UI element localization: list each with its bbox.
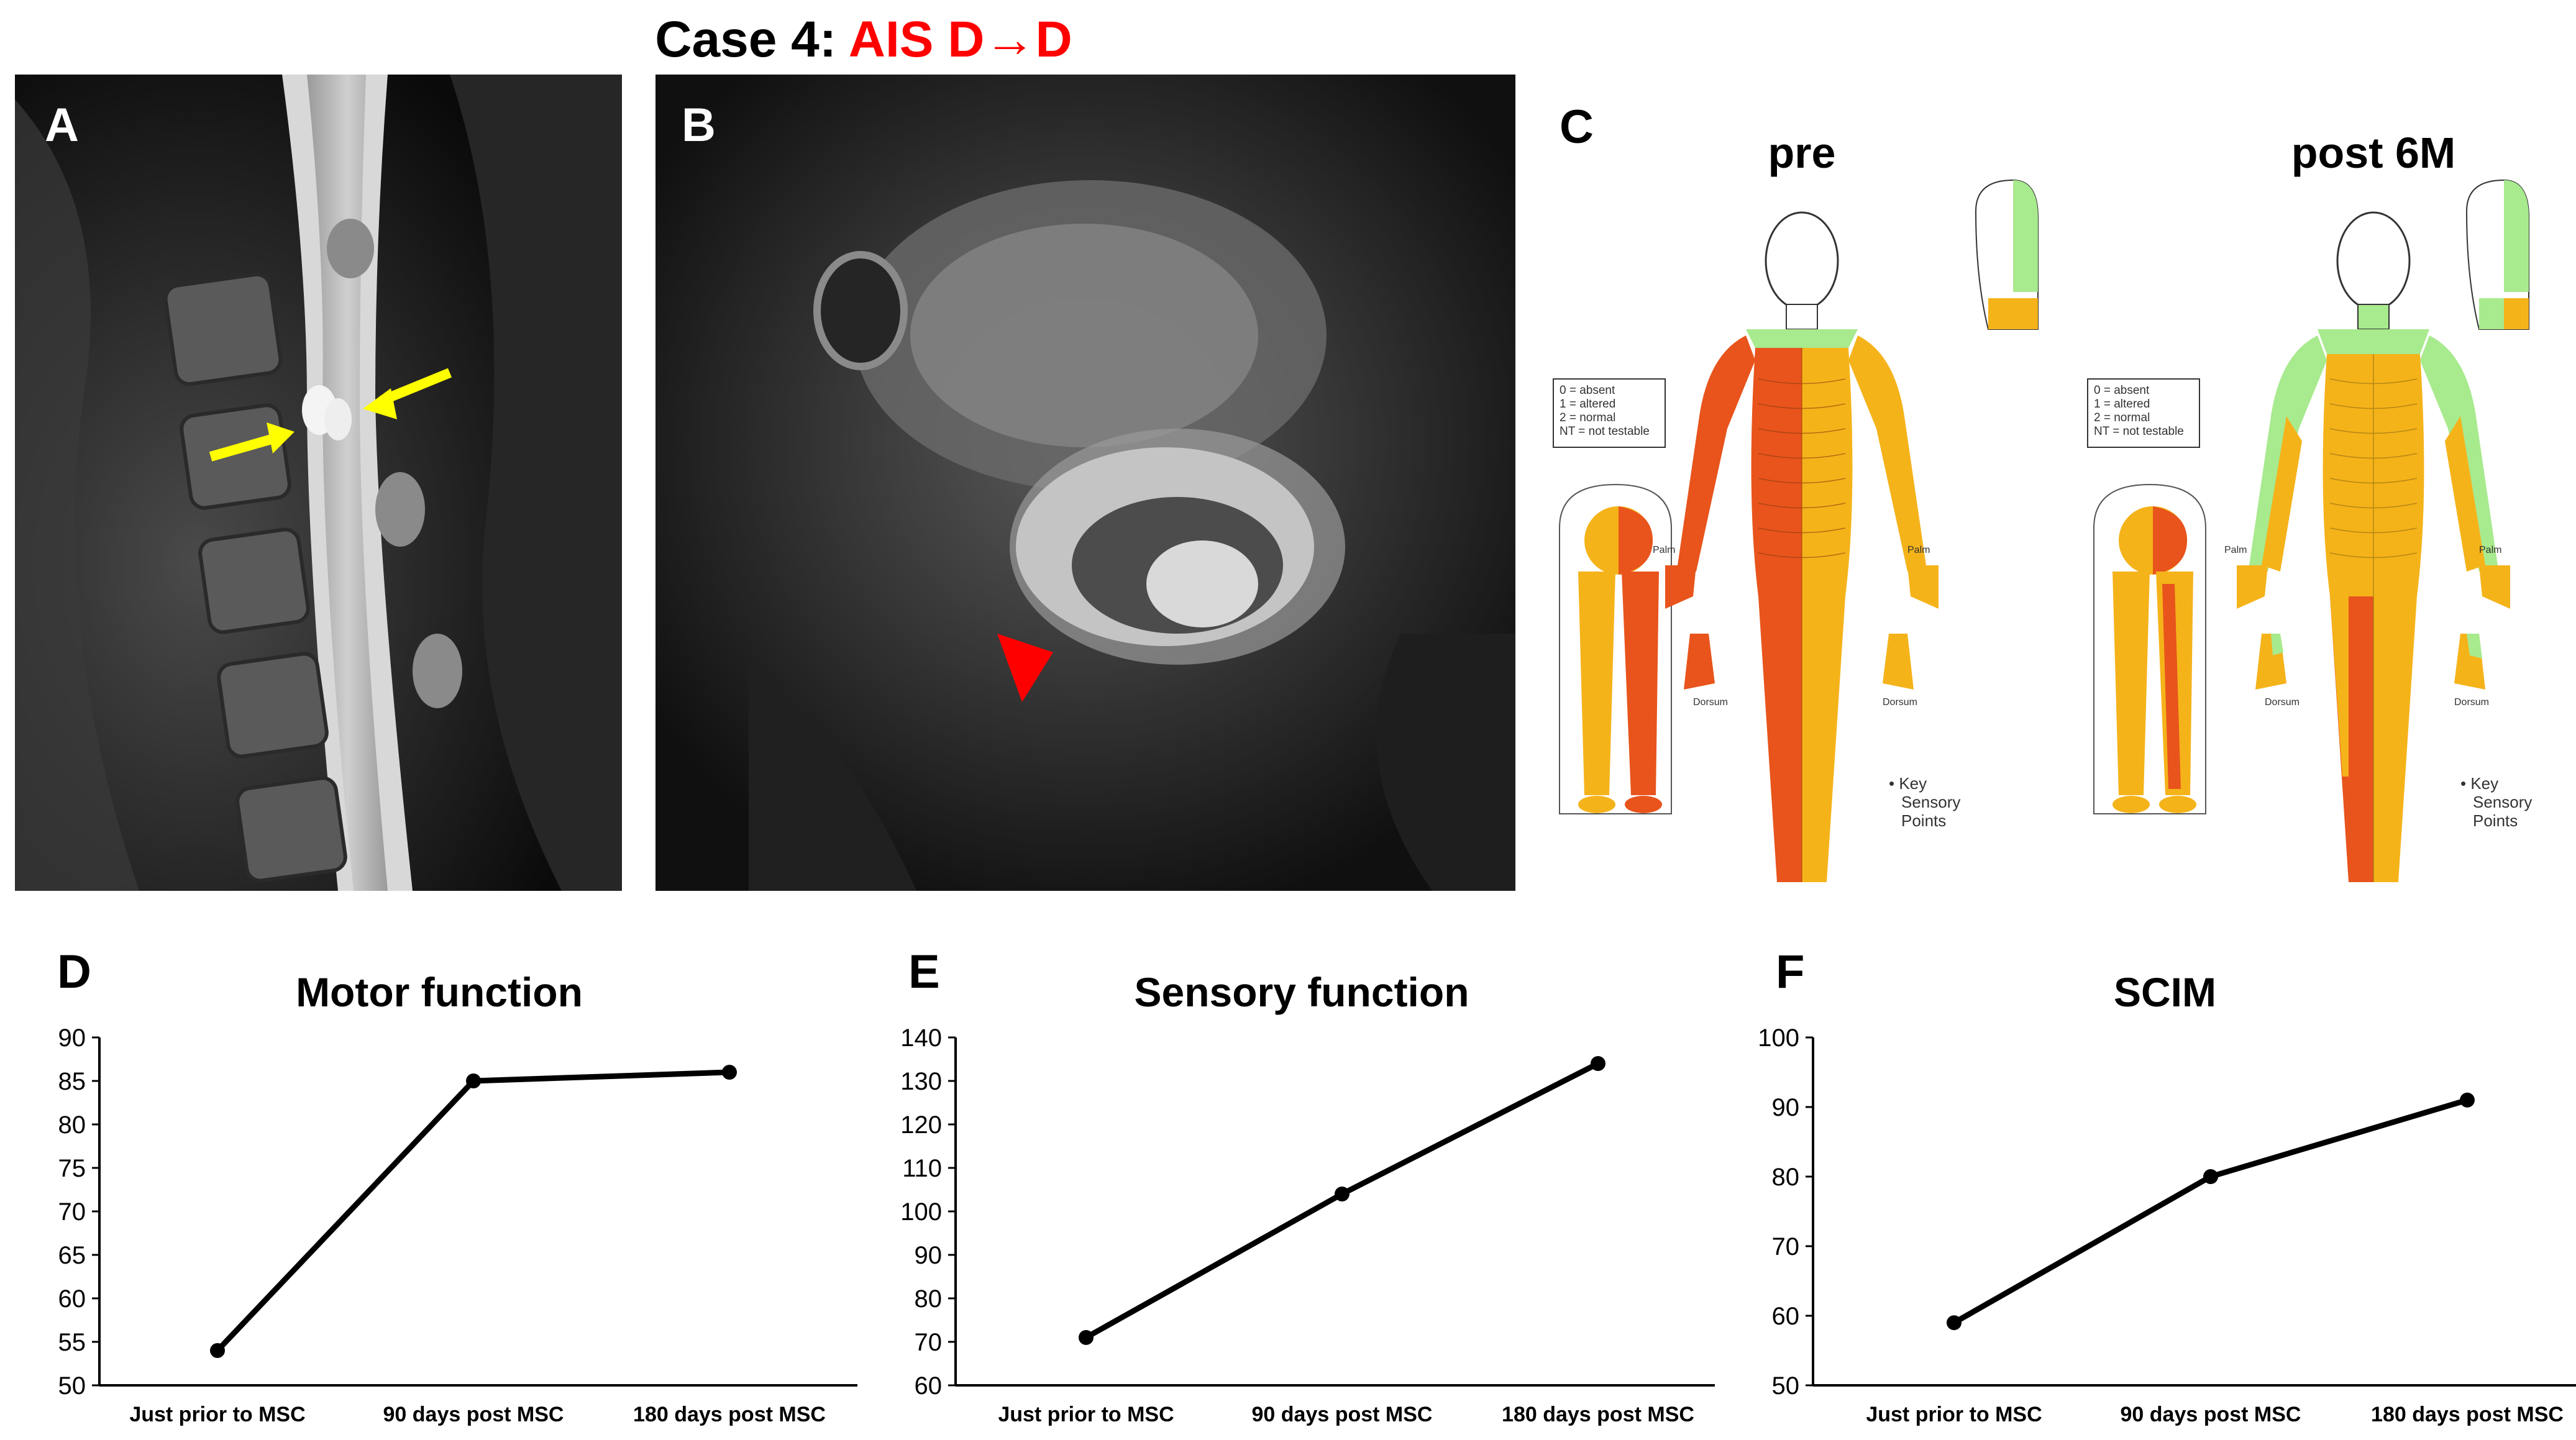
post-dorsum-right: Dorsum [2454,697,2489,708]
y-tick-label: 80 [915,1285,943,1313]
pre-legend-0: 0 = absent [1560,384,1615,397]
pre-legend-1: 1 = altered [1560,398,1615,411]
figure-title-highlight: AIS D→D [848,11,1072,68]
scim-chart: SCIM 50 60 70 80 90 100 Just prior to MSC 90 day… [1758,969,2576,1426]
panel-letter-c: C [1560,101,1594,153]
pre-legend-2: 2 = normal [1560,411,1615,424]
post-legend-0: 0 = absent [2094,384,2150,397]
panel-letter-f: F [1776,946,1805,998]
post-key-line-2: Sensory [2473,793,2532,811]
y-tick-label: 70 [1772,1233,1800,1260]
y-tick-label: 90 [1772,1094,1800,1121]
lesion-arrowhead [997,634,1053,702]
y-tick-label: 75 [58,1155,86,1182]
pre-palm-right: Palm [1907,545,1930,555]
post-legend-2: 2 = normal [2094,411,2150,424]
post-palm-left: Palm [2224,545,2247,555]
y-tick-label: 60 [58,1285,86,1313]
sensory-function-chart: Sensory function 60 70 80 90 100 110 120 130 140 J… [900,969,1715,1426]
chart-title: Sensory function [1134,969,1469,1015]
post-legend-3: NT = not testable [2094,425,2184,438]
pre-dorsum-right: Dorsum [1883,697,1917,708]
dermatome-maps: pre post 6M 0 = absent 1 = altered 2 = n… [1553,129,2532,882]
y-tick-label: 130 [900,1068,942,1095]
data-point [722,1065,737,1080]
x-category-label: 180 days post MSC [633,1403,826,1426]
x-category-label: Just prior to MSC [998,1403,1174,1426]
post-key-line-3: Points [2473,811,2518,830]
x-category-label: Just prior to MSC [1866,1403,2042,1426]
pre-label: pre [1768,129,1836,177]
y-tick-label: 50 [58,1372,86,1400]
data-point [1947,1315,1962,1331]
post-dorsum-left: Dorsum [2265,697,2300,708]
y-tick-label: 90 [58,1024,86,1052]
x-category-label: 90 days post MSC [2121,1403,2301,1426]
y-tick-label: 100 [1758,1024,1799,1052]
panel-letter-d: D [57,946,91,998]
post-dermatome-map: 0 = absent 1 = altered 2 = normal NT = n… [2087,179,2532,882]
sagittal-mri-image: A [15,75,622,891]
y-tick-label: 110 [902,1155,942,1182]
panel-letter-b: B [682,99,716,152]
chart-title: Motor function [296,969,583,1015]
data-point [466,1073,481,1088]
panel-letter-e: E [908,946,940,998]
chart-title: SCIM [2114,969,2216,1015]
pre-key-line-3: Points [1901,811,1946,830]
y-tick-label: 60 [1772,1303,1800,1330]
y-tick-label: 80 [58,1111,86,1139]
y-tick-label: 70 [58,1198,86,1226]
lesion-arrows [209,368,452,462]
data-point [1591,1056,1605,1071]
sagittal-mri-drawing [15,75,622,891]
pre-key-line-2: Sensory [1901,793,1960,811]
pre-dorsum-left: Dorsum [1693,697,1728,708]
axial-mri-drawing [655,75,1515,891]
figure-title-prefix: Case 4: [655,11,849,68]
series-line [1952,1097,2469,1326]
y-tick-label: 90 [915,1242,943,1269]
axial-mri-image: B [655,75,1515,891]
data-point [2203,1169,2218,1184]
post-palm-right: Palm [2479,545,2501,555]
y-tick-label: 80 [1772,1164,1800,1191]
y-tick-label: 100 [900,1198,942,1226]
y-tick-label: 65 [58,1242,86,1269]
x-category-label: 180 days post MSC [1502,1403,1694,1426]
x-category-label: 90 days post MSC [383,1403,564,1426]
y-tick-label: 60 [915,1372,943,1400]
y-tick-label: 85 [58,1068,86,1095]
x-category-label: 180 days post MSC [2371,1403,2564,1426]
figure-title: Case 4: AIS D→D [0,9,1727,71]
x-category-label: 90 days post MSC [1252,1403,1433,1426]
data-point [1079,1330,1094,1345]
pre-legend-3: NT = not testable [1560,425,1650,438]
data-point [1335,1187,1350,1201]
post-label: post 6M [2291,129,2455,177]
y-tick-label: 120 [900,1111,942,1139]
pre-palm-left: Palm [1653,545,1675,555]
data-point [2460,1092,2475,1108]
pre-dermatome-map: 0 = absent 1 = altered 2 = normal NT = n… [1553,179,2039,882]
y-tick-label: 50 [1772,1372,1800,1400]
panel-letter-a: A [45,99,79,152]
post-legend-1: 1 = altered [2094,398,2150,411]
y-tick-label: 55 [58,1329,86,1356]
pre-key-line-1: • Key [1889,774,1927,793]
data-point [210,1343,225,1358]
y-tick-label: 140 [900,1024,942,1052]
motor-function-chart: Motor function 50 55 60 65 70 75 80 85 90 Just pri… [58,969,857,1426]
x-category-label: Just prior to MSC [129,1403,305,1426]
y-tick-label: 70 [915,1329,943,1356]
post-key-line-1: • Key [2460,774,2498,793]
series-line [215,1069,730,1353]
